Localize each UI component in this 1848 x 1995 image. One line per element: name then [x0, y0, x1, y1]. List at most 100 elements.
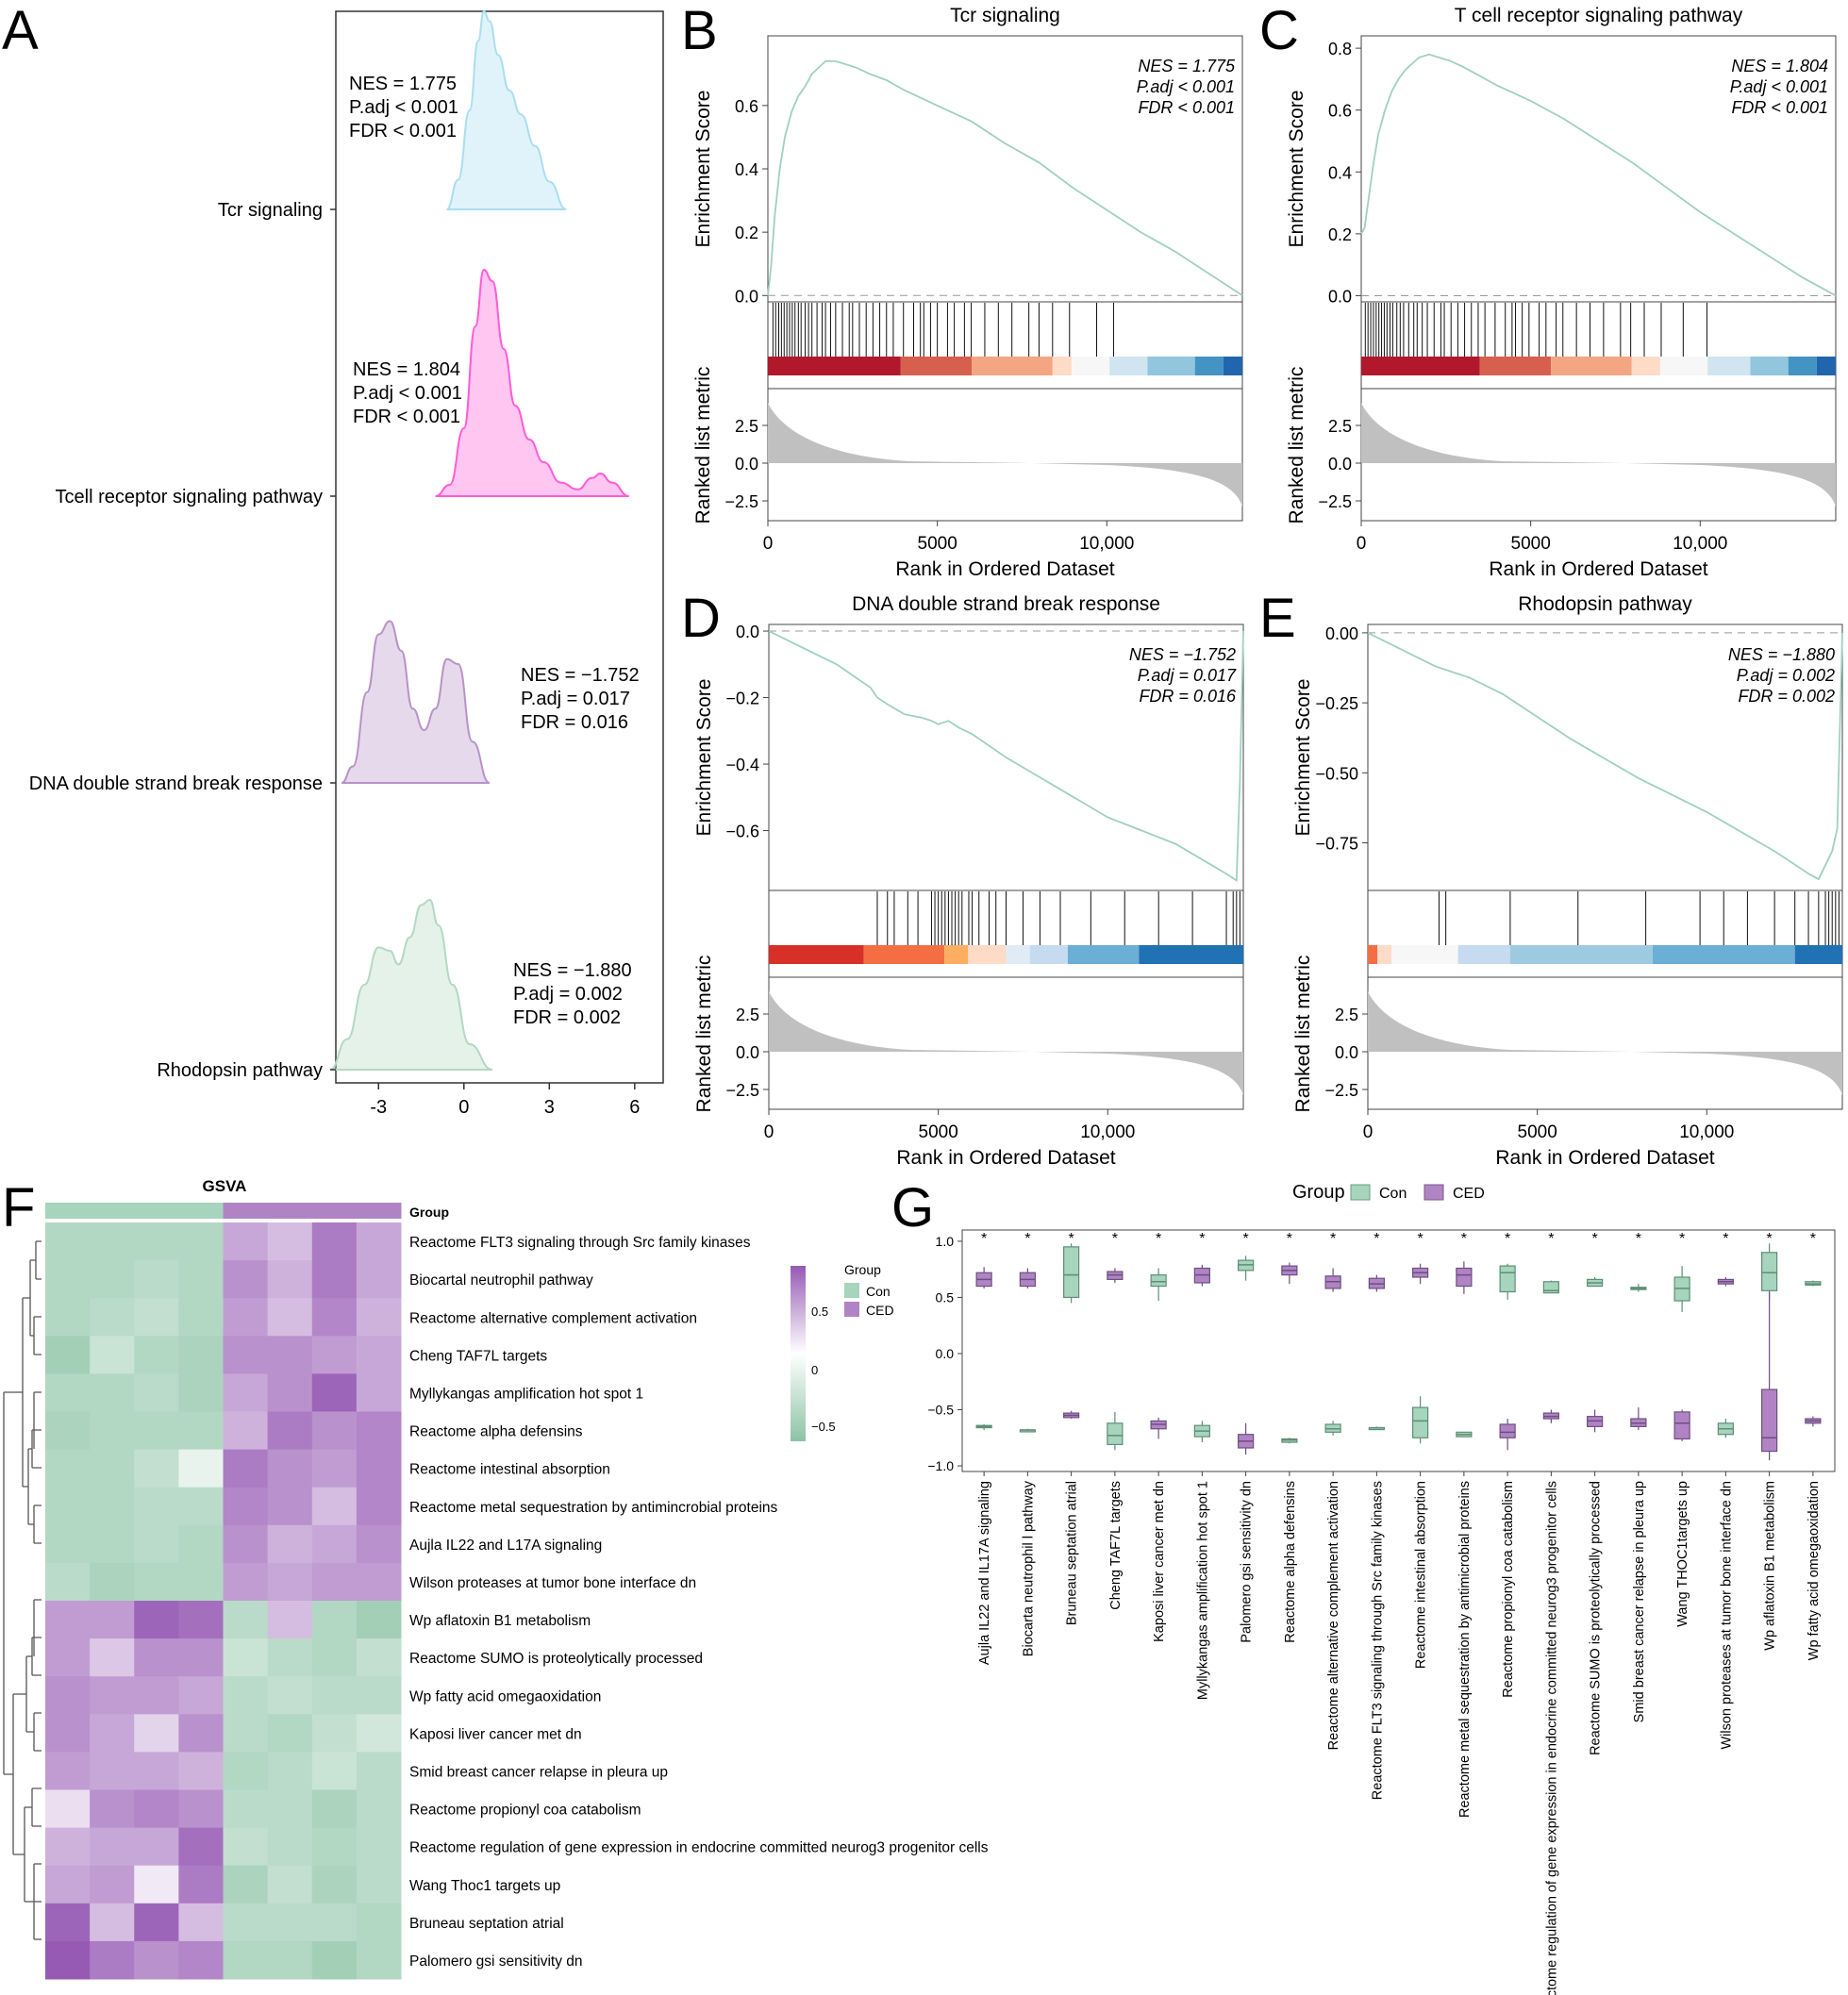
ranked-metric-area	[769, 991, 1243, 1095]
heatmap-cell	[223, 1789, 269, 1829]
x-category-label: Myllykangas amplification hot spot 1	[1195, 1481, 1210, 1700]
heatmap-cell	[267, 1373, 313, 1412]
heatmap-cell	[267, 1487, 313, 1526]
y-tick-label: 0.2	[735, 224, 758, 242]
heatmap-cell	[267, 1601, 313, 1639]
heatmap-cell	[90, 1336, 135, 1374]
y-axis-label: Enrichment Score	[692, 91, 714, 248]
heatmap-cell	[134, 1752, 179, 1790]
heatmap-cell	[178, 1903, 224, 1942]
x-axis-label: Rank in Ordered Dataset	[1495, 1147, 1714, 1169]
x-tick-label: 10,000	[1079, 534, 1134, 554]
gsva-heatmap-panel: GSVA Group Reactome FLT3 signaling through…	[3, 1177, 989, 1980]
heatmap-cell	[223, 1222, 269, 1261]
heatmap-cell	[223, 1865, 269, 1904]
heatmap-cell	[45, 1411, 91, 1451]
gsea-plot-dna-dsb-response: DNA double strand break response 0.0 −0.2 −…	[693, 593, 1244, 1169]
heatmap-cell	[45, 1827, 91, 1867]
rank-color-band	[1750, 357, 1789, 375]
heatmap-row-label: Aujla IL22 and L17A signaling	[409, 1538, 602, 1554]
gsea-plot-tcell-receptor: T cell receptor signaling pathway 0.0 0.2 0…	[1286, 5, 1837, 580]
heatmap-cell	[311, 1676, 358, 1715]
x-tick-label: 5000	[919, 1122, 958, 1142]
heatmap-cell	[223, 1676, 269, 1715]
box-body	[1150, 1274, 1167, 1288]
box-body	[1761, 1388, 1778, 1453]
heatmap-cell	[134, 1638, 179, 1677]
stat-text: P.adj < 0.001	[1730, 77, 1828, 96]
heatmap-cell	[178, 1524, 224, 1564]
legend-swatch-con	[1350, 1184, 1371, 1201]
x-axis-label: Rank in Ordered Dataset	[1489, 558, 1707, 580]
x-category-label: Smid breast cancer relapse in pleura up	[1632, 1481, 1647, 1722]
rank-color-band	[769, 945, 864, 964]
rank-color-band	[1551, 357, 1632, 375]
x-category-label: Reactome intestinal absorption	[1414, 1481, 1429, 1669]
boxplot-panel: Group Con CED 1.0 0.5 0.0 −0.5 −1.0 * Aujla IL22 …	[927, 1182, 1836, 1995]
significance-star: *	[1810, 1231, 1816, 1247]
color-scale-tick: −0.5	[811, 1420, 836, 1434]
heatmap-cell	[356, 1411, 402, 1451]
box-body	[1499, 1265, 1516, 1293]
ridge-plot-panel: Tcr signaling NES = 1.775 P.adj < 0.001 FDR…	[29, 9, 664, 1118]
legend-title: Group	[1292, 1182, 1345, 1203]
gsea-plot-rhodopsin: Rhodopsin pathway0.00−0.25−0.50−0.75NES …	[1292, 593, 1843, 1169]
heatmap-cell	[311, 1865, 358, 1904]
heatmap-cell	[311, 1260, 358, 1299]
heatmap-row-label: Reactome alpha defensins	[409, 1424, 583, 1440]
rank-color-band	[1391, 945, 1458, 964]
legend-swatch-ced	[844, 1302, 859, 1317]
heatmap-cell	[90, 1411, 135, 1451]
ridge-label: Rhodopsin pathway	[157, 1060, 323, 1081]
heatmap-row-label: Wp fatty acid omegaoxidation	[409, 1688, 601, 1704]
plot-title: DNA double strand break response	[852, 593, 1160, 615]
rank-color-band	[1788, 357, 1817, 375]
significance-star: *	[1723, 1231, 1728, 1247]
significance-star: *	[1636, 1231, 1641, 1247]
ranked-metric-area	[1368, 991, 1842, 1095]
heatmap-cell	[45, 1336, 91, 1374]
box-body	[1673, 1411, 1690, 1440]
heatmap-cell	[178, 1373, 224, 1412]
significance-star: *	[1418, 1231, 1423, 1247]
heatmap-cell	[356, 1487, 402, 1526]
rank-color-band	[1659, 357, 1708, 375]
annotation-label: Group	[409, 1205, 449, 1220]
heatmap-cell	[90, 1222, 135, 1261]
heatmap-cell	[178, 1940, 224, 1980]
stat-text: P.adj = 0.002	[1737, 666, 1835, 685]
heatmap-cell	[178, 1449, 224, 1488]
x-category-label: Aujla IL22 and IL17A signaling	[977, 1481, 992, 1665]
heatmap-cell	[356, 1676, 402, 1715]
heatmap-cell	[267, 1336, 313, 1374]
stat-text: FDR = 0.016	[1139, 687, 1237, 706]
metric-tick-label: −2.5	[724, 492, 758, 511]
heatmap-cell	[178, 1487, 224, 1526]
y-tick-label: 0.2	[1328, 225, 1352, 244]
heatmap-cell	[311, 1373, 358, 1412]
heatmap-cell	[178, 1601, 224, 1639]
heatmap-cell	[45, 1601, 91, 1639]
stat-text: NES = 1.804	[1731, 57, 1828, 75]
x-tick-label: 5000	[918, 534, 957, 554]
significance-star: *	[1243, 1231, 1249, 1247]
heatmap-cell	[223, 1449, 269, 1488]
heatmap-cell	[90, 1676, 135, 1715]
stat-text: P.adj < 0.001	[1137, 77, 1235, 96]
heatmap-cell	[178, 1676, 224, 1715]
heatmap-row-label: Bruneau septation atrial	[409, 1916, 564, 1932]
hits-frame	[767, 301, 1243, 390]
heatmap-cell	[356, 1562, 402, 1602]
heatmap-cell	[45, 1449, 91, 1488]
heatmap-cell	[178, 1562, 224, 1602]
heatmap-title: GSVA	[203, 1177, 247, 1195]
heatmap-cell	[311, 1601, 358, 1639]
heatmap-cell	[223, 1336, 269, 1374]
panel-label-b: B	[681, 0, 718, 61]
row-dendrogram	[3, 1240, 42, 1940]
group-annotation-cell	[90, 1203, 135, 1219]
heatmap-cell	[178, 1411, 224, 1451]
y-axis-label-metric: Ranked list metric	[693, 956, 715, 1113]
heatmap-cell	[90, 1373, 135, 1412]
rank-color-band	[900, 357, 973, 375]
